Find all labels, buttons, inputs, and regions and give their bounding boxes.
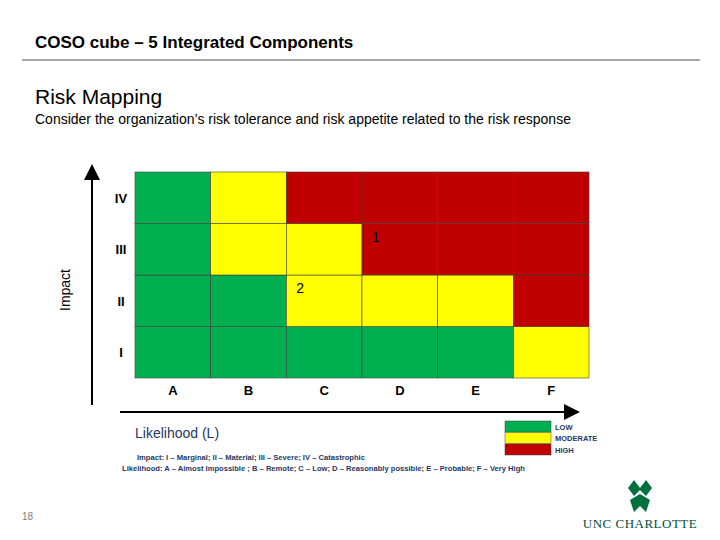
page: {"slide": {"title": "COSO cube – 5 Integ… xyxy=(0,0,720,540)
x-tick-label: D xyxy=(395,383,404,398)
subtitle: Consider the organization’s risk toleran… xyxy=(35,111,571,127)
heatmap-cell xyxy=(362,172,438,224)
y-tick-label: IV xyxy=(115,191,128,206)
heatmap-cell xyxy=(135,172,211,224)
x-axis-arrow xyxy=(120,411,576,413)
heatmap-cell xyxy=(438,172,514,224)
heatmap-cell xyxy=(513,172,589,224)
note: Impact: I – Marginal; II – Material; III… xyxy=(137,453,365,462)
heatmap-cells xyxy=(135,172,589,378)
logo-crown xyxy=(630,494,650,512)
legend-swatch xyxy=(505,433,551,444)
y-tick-label: I xyxy=(119,345,123,360)
heatmap-cell xyxy=(513,327,589,379)
slide-title: COSO cube – 5 Integrated Components xyxy=(35,33,353,52)
y-axis-arrow xyxy=(91,168,93,405)
heatmap-cell xyxy=(211,327,287,379)
legend-label: HIGH xyxy=(555,446,574,455)
heatmap-cell xyxy=(362,327,438,379)
legend: LOW MODERATE HIGH xyxy=(505,421,597,455)
legend-swatch xyxy=(505,421,551,432)
heatmap-cell xyxy=(513,275,589,327)
legend-label: MODERATE xyxy=(555,434,597,443)
y-tick-label: II xyxy=(117,294,124,309)
x-tick-label: A xyxy=(168,383,178,398)
heatmap-cell xyxy=(286,327,362,379)
risk-point-label: 1 xyxy=(372,229,380,245)
x-tick-label: C xyxy=(319,383,329,398)
x-tick-label: B xyxy=(244,383,253,398)
heatmap-cell xyxy=(211,275,287,327)
heatmap-cell xyxy=(286,224,362,276)
note: Likelihood: A – Almost Impossible ; B – … xyxy=(122,464,525,473)
heatmap-cell xyxy=(438,275,514,327)
y-tick-label: III xyxy=(116,242,127,257)
title-rule xyxy=(22,59,700,61)
x-tick-label: E xyxy=(471,383,480,398)
y-axis-label: Impact xyxy=(57,269,73,311)
x-tick-label: F xyxy=(547,383,555,398)
logo-text: UNC CHARLOTTE xyxy=(583,516,697,531)
heatmap-cell xyxy=(135,275,211,327)
x-axis-label: Likelihood (L) xyxy=(135,425,219,441)
heatmap-cell xyxy=(211,224,287,276)
risk-point-label: 2 xyxy=(296,280,304,296)
heatmap-cell xyxy=(211,172,287,224)
legend-swatch xyxy=(505,444,551,455)
heading: Risk Mapping xyxy=(35,85,162,108)
legend-label: LOW xyxy=(555,423,573,432)
logo-crown xyxy=(628,480,652,496)
heatmap-cell xyxy=(286,275,362,327)
heatmap-cell xyxy=(286,172,362,224)
heatmap-cell xyxy=(513,224,589,276)
heatmap-cell xyxy=(362,224,438,276)
heatmap-cell xyxy=(135,327,211,379)
page-number: 18 xyxy=(22,511,34,522)
heatmap-cell xyxy=(362,275,438,327)
slide: COSO cube – 5 Integrated Components Risk … xyxy=(0,0,720,540)
heatmap-cell xyxy=(135,224,211,276)
heatmap-cell xyxy=(438,224,514,276)
heatmap-cell xyxy=(438,327,514,379)
logo: UNC CHARLOTTE xyxy=(583,480,697,531)
